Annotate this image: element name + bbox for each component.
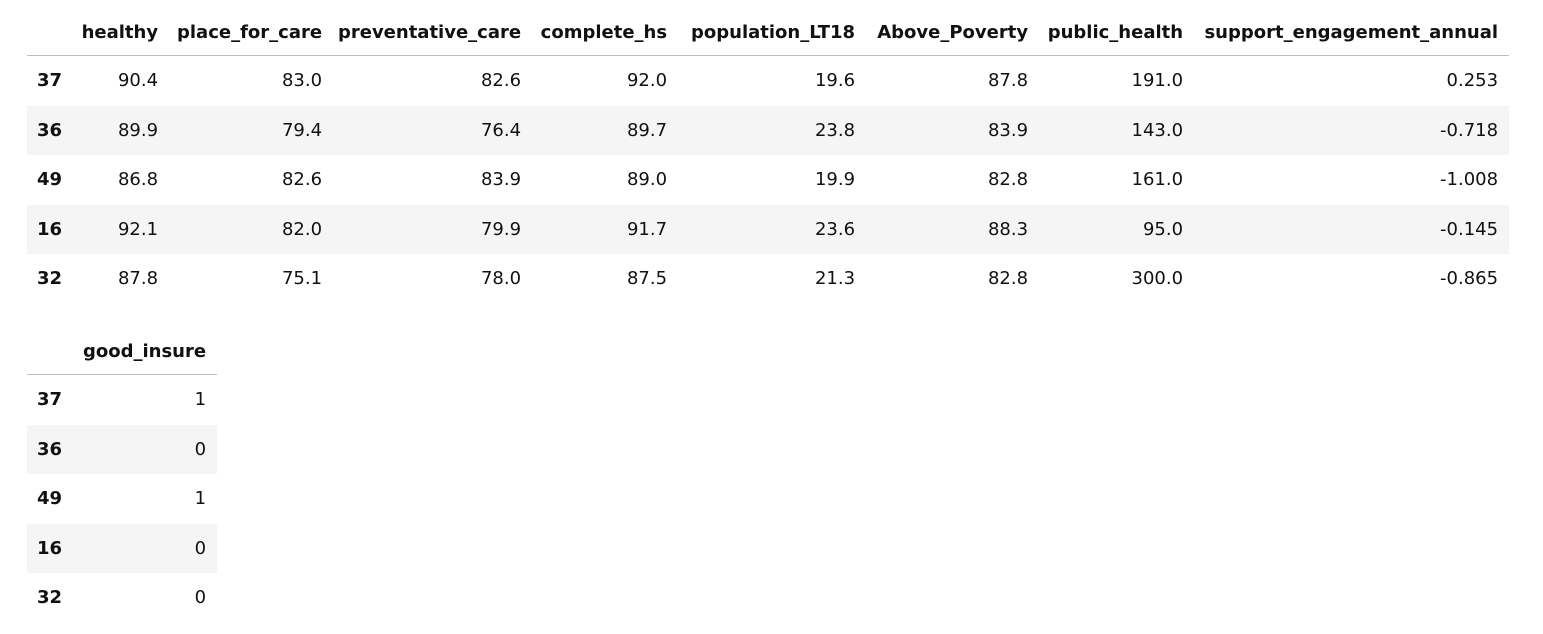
table-cell: 82.6 xyxy=(281,169,323,191)
table-cell: 82.8 xyxy=(987,268,1029,290)
column-header: complete_hs xyxy=(532,10,679,56)
table-row: 49 1 xyxy=(27,474,217,524)
column-header: population_LT18 xyxy=(678,10,867,56)
row-index: 37 xyxy=(37,389,63,411)
table-cell: 23.8 xyxy=(814,119,856,141)
table-row: 36 0 xyxy=(27,424,218,474)
table-cell: 19.9 xyxy=(814,169,856,191)
table-row: 49 86.8 82.6 83.9 89.0 19.9 82.8 161.0 -1.008 xyxy=(27,155,1509,205)
column-header: place_for_care xyxy=(169,10,334,56)
table-cell: 0 xyxy=(194,587,207,609)
table-cell: 92.0 xyxy=(626,70,668,92)
table-cell: 21.3 xyxy=(814,268,856,290)
table-header: good_insure xyxy=(27,329,218,375)
row-index: 36 xyxy=(37,438,63,460)
header-row: good_insure xyxy=(27,329,218,375)
row-index: 36 xyxy=(37,119,63,141)
table-cell: 82.8 xyxy=(987,169,1029,191)
column-header: healthy xyxy=(73,10,170,56)
table-cell: 89.9 xyxy=(117,119,159,141)
table-cell: 79.4 xyxy=(281,119,323,141)
table-row: 16 92.1 82.0 79.9 91.7 23.6 88.3 95.0 -0.145 xyxy=(27,204,1510,254)
table-row: 16 0 xyxy=(27,523,218,573)
table-cell: 82.0 xyxy=(281,218,323,240)
column-header: preventative_care xyxy=(333,10,533,56)
table-body: 37 1 36 0 49 1 16 0 32 0 xyxy=(27,375,218,623)
table-cell: 86.8 xyxy=(117,169,159,191)
row-index: 32 xyxy=(37,268,63,290)
corner-cell xyxy=(27,329,74,375)
table-cell: 1 xyxy=(194,389,207,411)
table-cell: 83.0 xyxy=(281,70,323,92)
table-cell: -0.865 xyxy=(1440,268,1499,290)
data-table: good_insure 37 1 36 0 49 1 16 0 32 0 xyxy=(27,329,218,623)
table-row: 32 87.8 75.1 78.0 87.5 21.3 82.8 300.0 -0.865 xyxy=(27,254,1509,304)
table-cell: 83.9 xyxy=(987,119,1029,141)
table-cell: -0.718 xyxy=(1440,119,1499,141)
row-index: 32 xyxy=(37,587,63,609)
table-cell: 300.0 xyxy=(1131,268,1184,290)
table-cell: 83.9 xyxy=(480,169,522,191)
table-cell: 87.8 xyxy=(117,268,159,290)
table-cell: 0.253 xyxy=(1446,70,1499,92)
table-cell: 191.0 xyxy=(1131,70,1184,92)
table-cell: 78.0 xyxy=(480,268,522,290)
row-index: 16 xyxy=(37,537,63,559)
table-cell: 88.3 xyxy=(987,218,1029,240)
table-cell: 89.7 xyxy=(626,119,668,141)
column-header: good_insure xyxy=(73,329,218,375)
table-cell: 82.6 xyxy=(480,70,522,92)
table-cell: 90.4 xyxy=(117,70,159,92)
table-cell: 0 xyxy=(194,537,207,559)
table-cell: 87.8 xyxy=(987,70,1029,92)
table-cell: 19.6 xyxy=(814,70,856,92)
table-cell: 95.0 xyxy=(1142,218,1184,240)
table-cell: 0 xyxy=(194,438,207,460)
table-row: 37 90.4 83.0 82.6 92.0 19.6 87.8 191.0 0.253 xyxy=(27,56,1509,106)
row-index: 16 xyxy=(37,218,63,240)
table-cell: 1 xyxy=(194,488,207,510)
table-row: 32 0 xyxy=(27,573,217,623)
table-row: 36 89.9 79.4 76.4 89.7 23.8 83.9 143.0 -0.718 xyxy=(27,105,1510,155)
table-cell: 23.6 xyxy=(814,218,856,240)
header-row: healthy place_for_care preventative_care co… xyxy=(27,10,1510,56)
row-index: 49 xyxy=(37,169,63,191)
table-cell: 75.1 xyxy=(281,268,323,290)
table-cell: 91.7 xyxy=(626,218,668,240)
table-row: 37 1 xyxy=(27,375,217,425)
data-table: healthy place_for_care preventative_care co… xyxy=(27,10,1510,304)
row-index: 37 xyxy=(37,70,63,92)
table-cell: 76.4 xyxy=(480,119,522,141)
table-cell: 89.0 xyxy=(626,169,668,191)
table-cell: 161.0 xyxy=(1131,169,1184,191)
table-body: 37 90.4 83.0 82.6 92.0 19.6 87.8 191.0 0.253 36 89… xyxy=(27,56,1510,304)
row-index: 49 xyxy=(37,488,63,510)
table-cell: 79.9 xyxy=(480,218,522,240)
column-header: support_engagement_annual xyxy=(1194,10,1510,56)
column-header: public_health xyxy=(1039,10,1195,56)
table-cell: -0.145 xyxy=(1440,218,1499,240)
corner-cell xyxy=(27,10,74,56)
table-cell: 92.1 xyxy=(117,218,159,240)
table-header: healthy place_for_care preventative_care co… xyxy=(27,10,1510,56)
table-cell: 87.5 xyxy=(626,268,668,290)
table-cell: -1.008 xyxy=(1440,169,1499,191)
table-cell: 143.0 xyxy=(1131,119,1184,141)
column-header: Above_Poverty xyxy=(866,10,1040,56)
